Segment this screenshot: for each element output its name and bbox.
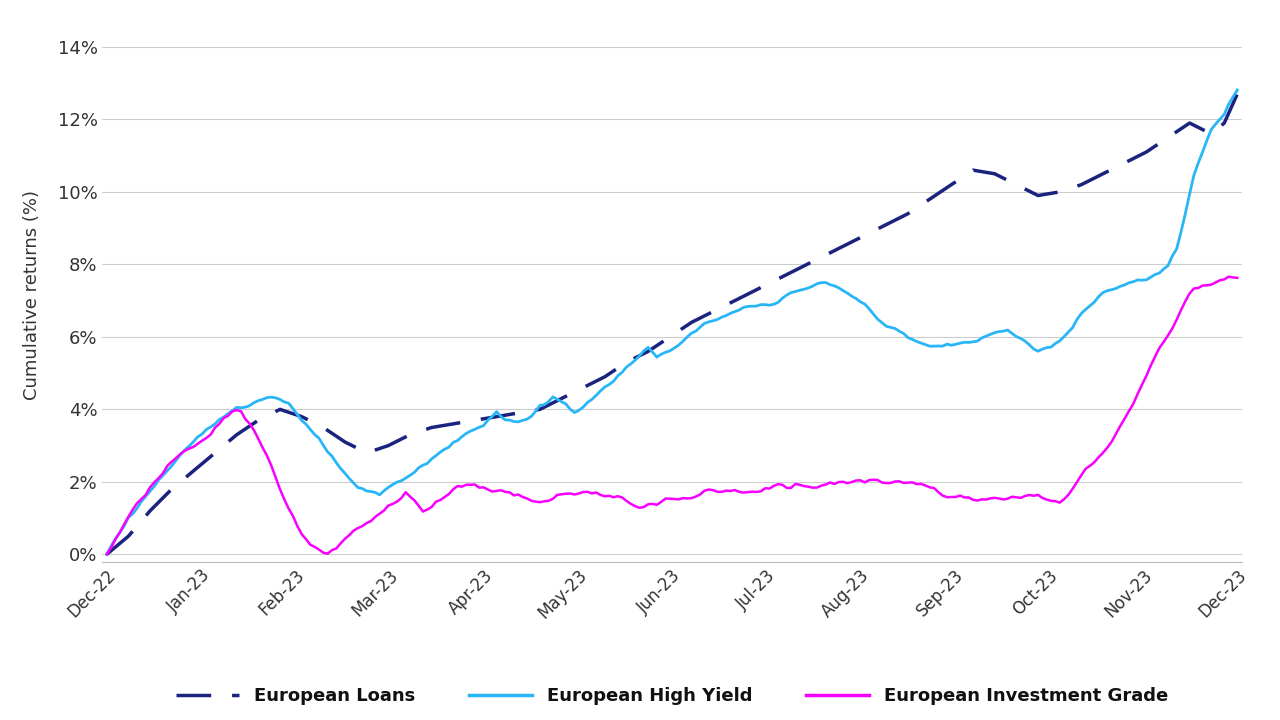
European Loans <box>1139 148 1155 156</box>
Line: European Investment Grade: European Investment Grade <box>106 276 1238 554</box>
European Investment Grade <box>840 479 855 487</box>
European Loans <box>1009 180 1024 189</box>
European Investment Grade <box>796 482 812 490</box>
European High Yield <box>861 305 877 313</box>
European Loans <box>905 207 920 215</box>
Y-axis label: Cumulative returns (%): Cumulative returns (%) <box>23 190 41 400</box>
European High Yield <box>796 285 812 294</box>
European Investment Grade <box>1230 274 1245 282</box>
Line: European Loans: European Loans <box>106 94 1238 554</box>
European Investment Grade <box>861 476 877 485</box>
European Investment Grade <box>1221 272 1236 281</box>
European High Yield <box>840 289 855 297</box>
Legend: European Loans, European High Yield, European Investment Grade: European Loans, European High Yield, Eur… <box>169 680 1175 712</box>
European Investment Grade <box>1139 372 1155 380</box>
European High Yield <box>1139 276 1155 284</box>
European Investment Grade <box>99 550 114 559</box>
Line: European High Yield: European High Yield <box>106 90 1238 554</box>
European Loans <box>796 261 812 270</box>
European Investment Grade <box>1009 493 1024 502</box>
European Loans <box>840 240 855 248</box>
European High Yield <box>1009 332 1024 341</box>
European Loans <box>1230 90 1245 99</box>
European Investment Grade <box>905 478 920 487</box>
European High Yield <box>1230 86 1245 94</box>
European Loans <box>861 229 877 238</box>
European High Yield <box>99 550 114 559</box>
European Loans <box>99 550 114 559</box>
European High Yield <box>905 335 920 343</box>
